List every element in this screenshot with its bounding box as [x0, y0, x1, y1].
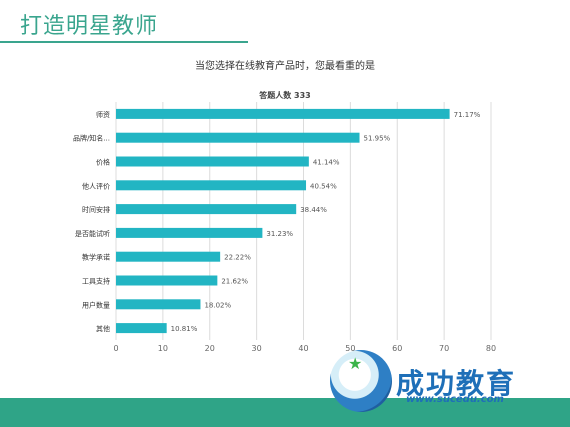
- bar: [116, 108, 450, 119]
- data-label: 41.14%: [313, 159, 340, 167]
- chart-subtitle: 答题人数 333: [259, 91, 311, 100]
- category-label: 他人评价: [82, 181, 110, 190]
- bar: [116, 251, 221, 262]
- bar: [116, 132, 360, 143]
- bar: [116, 227, 263, 238]
- data-label: 51.95%: [364, 135, 391, 143]
- data-label: 22.22%: [224, 254, 251, 262]
- data-label: 21.62%: [221, 278, 248, 286]
- x-tick-label: 30: [252, 344, 262, 353]
- data-label: 71.17%: [454, 111, 481, 119]
- category-label: 其他: [96, 324, 110, 333]
- x-tick-label: 10: [158, 344, 168, 353]
- category-label: 用户数量: [82, 300, 110, 309]
- bar: [116, 180, 307, 191]
- data-label: 40.54%: [310, 182, 337, 190]
- category-label: 教学承诺: [82, 253, 110, 262]
- slide-title: 打造明星教师: [20, 14, 159, 39]
- logo-emblem-icon: [330, 350, 392, 412]
- bar: [116, 299, 201, 310]
- category-label: 是否能试听: [75, 229, 110, 238]
- logo-name: 成功教育: [396, 367, 517, 400]
- x-tick-label: 20: [205, 344, 215, 353]
- data-label: 18.02%: [204, 301, 231, 309]
- bar: [116, 323, 167, 334]
- bar: [116, 204, 297, 215]
- x-tick-label: 40: [298, 344, 308, 353]
- x-tick-label: 50: [345, 344, 355, 353]
- data-label: 38.44%: [300, 206, 327, 214]
- x-tick-label: 0: [113, 344, 118, 353]
- data-label: 10.81%: [171, 325, 198, 333]
- logo-url: www.sucedu.com: [406, 394, 504, 405]
- category-label: 师资: [96, 110, 110, 119]
- x-tick-label: 60: [392, 344, 402, 353]
- category-label: 价格: [96, 158, 110, 167]
- data-label: 31.23%: [266, 230, 293, 238]
- title-underline: [0, 41, 248, 43]
- category-label: 时间安排: [82, 205, 110, 214]
- category-label: 品牌/知名...: [73, 134, 110, 143]
- x-tick-label: 80: [486, 344, 496, 353]
- category-label: 工具支持: [82, 277, 110, 286]
- footer-band: [0, 398, 570, 427]
- bar: [116, 275, 218, 286]
- logo-star-icon: ★: [348, 354, 363, 373]
- x-tick-label: 70: [439, 344, 449, 353]
- bar: [116, 156, 309, 167]
- chart-title: 当您选择在线教育产品时，您最看重的是: [195, 61, 375, 72]
